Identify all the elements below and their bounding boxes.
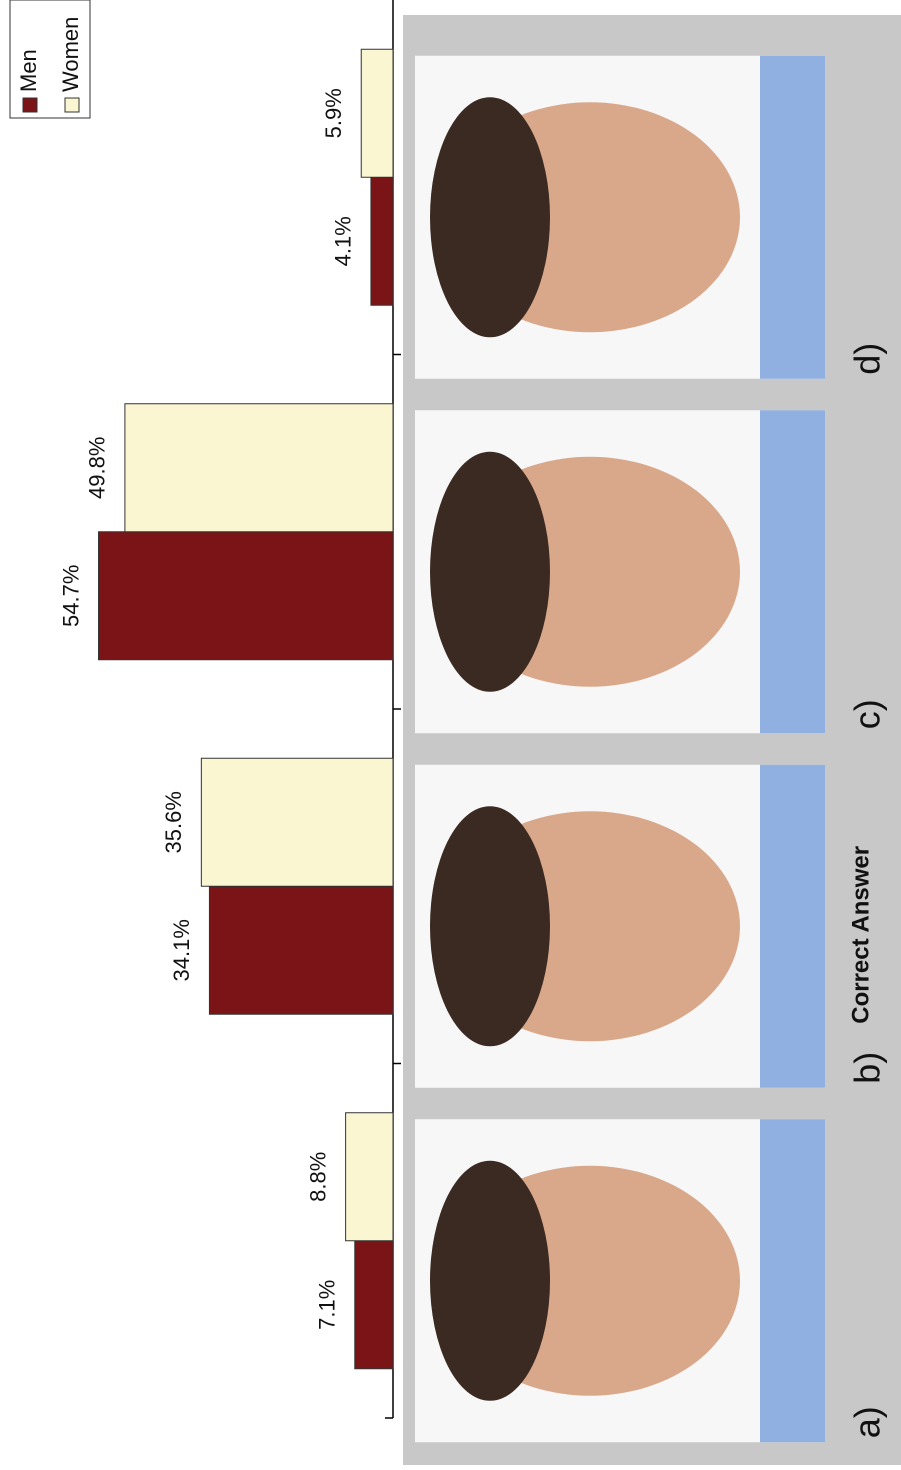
value-label: 35.6% — [161, 791, 186, 853]
photo-body — [760, 764, 825, 1088]
bar — [200, 757, 394, 887]
value-label: 34.1% — [169, 919, 194, 981]
bar — [370, 176, 394, 306]
bar — [360, 48, 394, 178]
photo-hair — [430, 1160, 550, 1401]
photo-body — [760, 55, 825, 379]
value-label: 54.7% — [58, 565, 83, 627]
photo-hair — [430, 806, 550, 1047]
annotation: Correct Answer — [847, 846, 874, 1024]
legend-label: Men — [16, 49, 41, 92]
legend-swatch — [64, 97, 80, 113]
bar — [208, 885, 394, 1015]
bar — [124, 403, 394, 533]
legend-swatch — [22, 97, 38, 113]
photo-hair — [430, 451, 550, 692]
value-label: 5.9% — [321, 88, 346, 138]
photo-hair — [430, 97, 550, 338]
value-label: 49.8% — [85, 437, 110, 499]
bar — [354, 1240, 394, 1370]
value-label: 8.8% — [305, 1152, 330, 1202]
category-label: a) — [847, 1406, 888, 1438]
photo-body — [760, 410, 825, 734]
category-label: b) — [847, 1052, 888, 1084]
bar — [98, 531, 394, 661]
category-label: d) — [847, 343, 888, 375]
legend-label: Women — [58, 17, 83, 92]
value-label: 7.1% — [315, 1280, 340, 1330]
category-label: c) — [847, 699, 888, 729]
photo-body — [760, 1119, 825, 1443]
value-label: 4.1% — [331, 216, 356, 266]
bar — [345, 1112, 394, 1242]
